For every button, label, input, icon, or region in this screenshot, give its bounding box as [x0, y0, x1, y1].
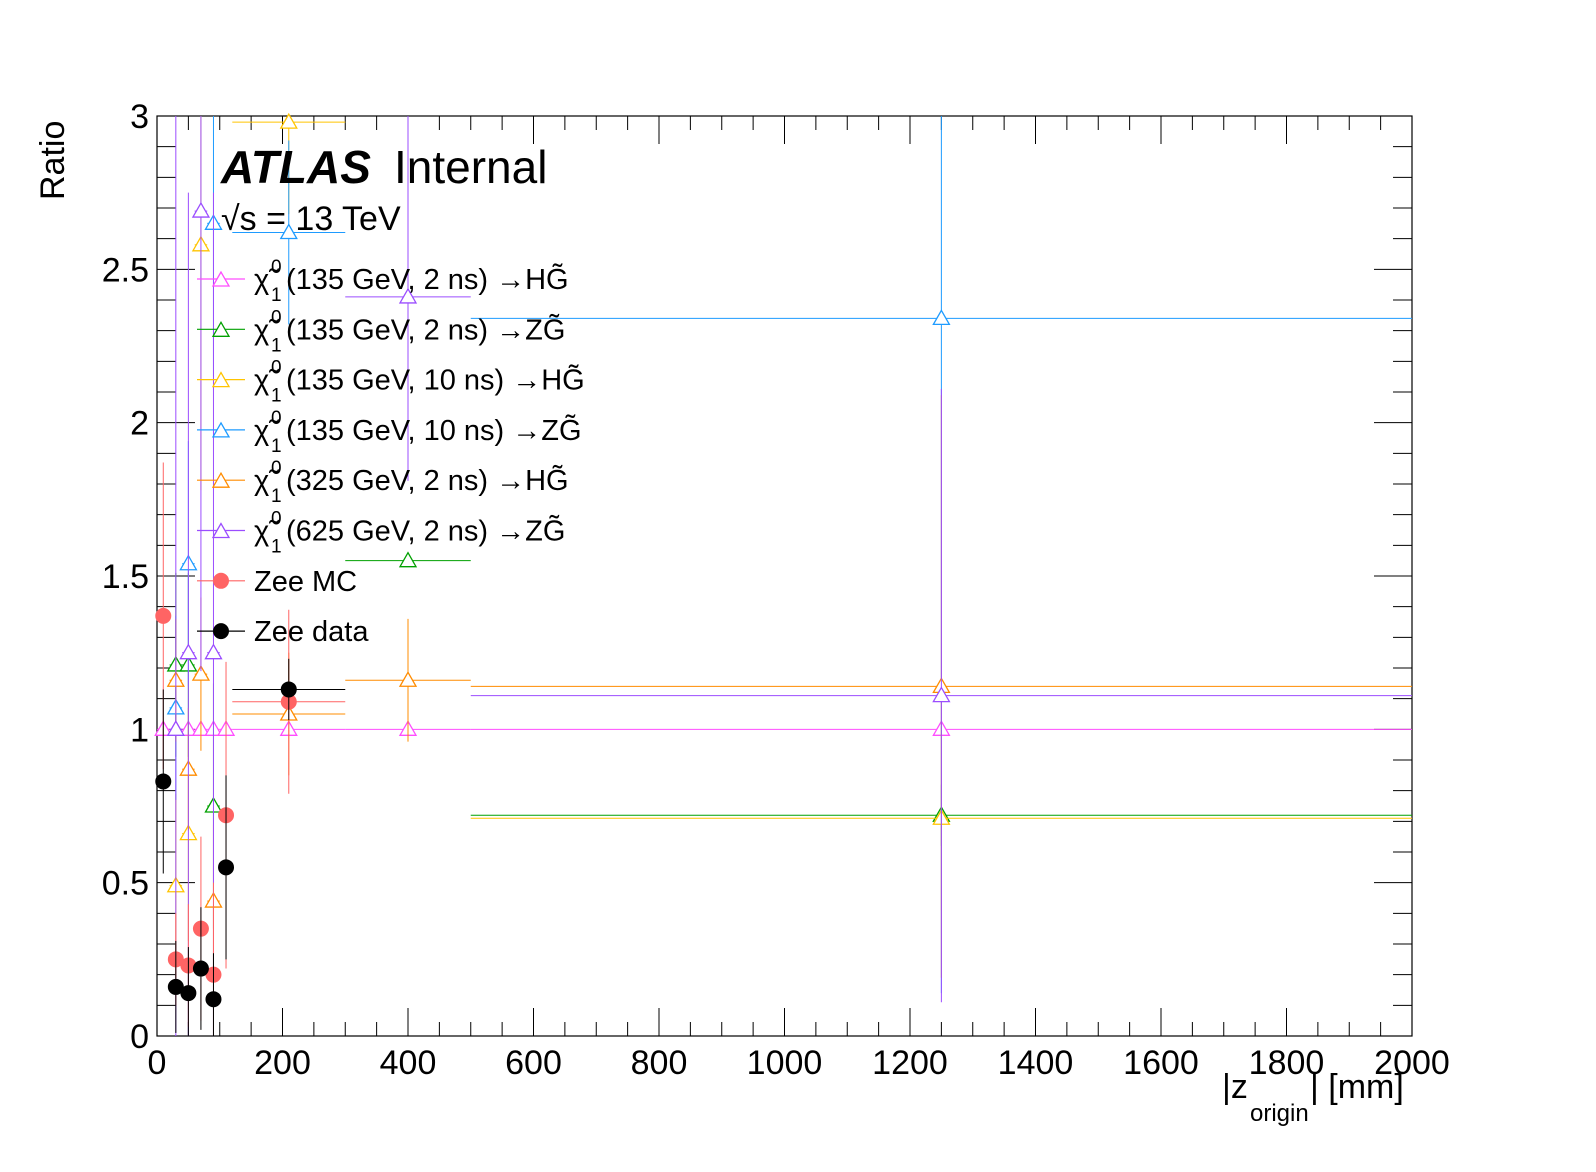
x-axis: 0 200 400 600 800 1000 1200 1400 1600 1800 2000 — [148, 116, 1450, 1082]
x-axis-title: |z origin | [mm] — [1222, 1068, 1404, 1127]
x-tick-label: 400 — [380, 1044, 437, 1082]
y-axis-title: Ratio — [34, 121, 72, 200]
data-point — [155, 607, 172, 624]
legend-label: (135 GeV, 10 ns) →ZG̃ — [286, 414, 582, 447]
series-0 — [154, 720, 1412, 736]
legend-subscript: 1 — [271, 436, 282, 457]
data-point — [218, 859, 235, 876]
x-tick-label: 1400 — [998, 1044, 1074, 1082]
data-point — [279, 223, 298, 240]
series-1 — [166, 551, 1412, 929]
legend: χ̃ 01 (135 GeV, 2 ns) →HG̃χ̃ 01 (135 GeV, 2 … — [197, 257, 585, 648]
legend-subscript: 1 — [271, 386, 282, 407]
svg-text:| [mm]: | [mm] — [1310, 1068, 1404, 1106]
legend-marker — [211, 371, 231, 388]
data-point — [398, 287, 418, 304]
data-point — [166, 720, 185, 736]
x-tick-label: 1000 — [747, 1044, 823, 1082]
data-point — [932, 309, 951, 326]
y-tick-label: 1 — [130, 711, 149, 749]
x-tick-label: 1800 — [1249, 1044, 1325, 1082]
atlas-label: ATLAS Internal — [220, 141, 547, 193]
legend-label: (135 GeV, 2 ns) →ZG̃ — [286, 313, 565, 346]
legend-superscript: 0 — [271, 408, 282, 429]
legend-marker — [211, 421, 231, 438]
legend-marker — [211, 471, 231, 488]
legend-label: (625 GeV, 2 ns) →ZG̃ — [286, 515, 565, 548]
data-point — [204, 643, 223, 660]
x-tick-label: 2000 — [1374, 1044, 1450, 1082]
legend-subscript: 1 — [271, 537, 282, 558]
x-tick-label: 800 — [631, 1044, 688, 1082]
legend-marker — [211, 522, 231, 539]
legend-subscript: 1 — [271, 335, 282, 356]
legend-label: (325 GeV, 2 ns) →HG̃ — [286, 464, 569, 497]
svg-text:ATLAS: ATLAS — [220, 141, 371, 193]
legend-label: Zee data — [254, 616, 369, 648]
legend-marker — [211, 270, 231, 287]
data-point — [180, 985, 197, 1002]
legend-label: (135 GeV, 10 ns) →HG̃ — [286, 364, 585, 397]
legend-superscript: 0 — [271, 257, 282, 278]
data-point — [192, 960, 209, 977]
data-point — [932, 686, 951, 703]
x-tick-label: 1200 — [872, 1044, 948, 1082]
legend-superscript: 0 — [271, 307, 282, 328]
data-point — [155, 773, 172, 790]
energy-label: √s = 13 TeV — [221, 200, 401, 238]
x-tick-label: 1600 — [1123, 1044, 1199, 1082]
y-tick-label: 2 — [130, 405, 149, 443]
y-tick-label: 3 — [130, 98, 149, 136]
series-6 — [155, 462, 346, 1036]
data-point — [398, 670, 418, 687]
data-point — [191, 664, 211, 681]
legend-entry: χ̃ 01 (325 GeV, 2 ns) →HG̃ — [197, 458, 569, 507]
data-series — [154, 112, 1412, 1036]
series-3 — [166, 116, 1412, 994]
legend-entry: χ̃ 01 (135 GeV, 10 ns) →HG̃ — [197, 358, 585, 407]
legend-label: Zee MC — [254, 566, 357, 598]
data-point — [279, 112, 298, 129]
data-point — [179, 643, 198, 660]
legend-subscript: 1 — [271, 486, 282, 507]
legend-superscript: 0 — [271, 458, 282, 479]
legend-entry: Zee MC — [197, 566, 357, 598]
data-point — [280, 681, 297, 698]
legend-entry: χ̃ 01 (135 GeV, 2 ns) →HG̃ — [197, 257, 569, 306]
svg-text:Internal: Internal — [394, 141, 547, 193]
svg-text:origin: origin — [1250, 1100, 1309, 1127]
x-tick-label: 200 — [254, 1044, 311, 1082]
legend-entry: χ̃ 01 (135 GeV, 2 ns) →ZG̃ — [197, 307, 565, 356]
series-7 — [155, 658, 346, 1036]
legend-entry: χ̃ 01 (135 GeV, 10 ns) →ZG̃ — [197, 408, 582, 457]
legend-subscript: 1 — [271, 285, 282, 306]
legend-entry: χ̃ 01 (625 GeV, 2 ns) →ZG̃ — [197, 509, 565, 558]
x-tick-label: 0 — [148, 1044, 167, 1082]
data-point — [205, 991, 222, 1008]
y-tick-label: 0.5 — [102, 865, 149, 903]
svg-text:|z: |z — [1222, 1068, 1248, 1106]
data-point — [398, 551, 418, 568]
legend-label: (135 GeV, 2 ns) →HG̃ — [286, 263, 569, 296]
legend-superscript: 0 — [271, 509, 282, 530]
data-point — [191, 201, 211, 218]
y-tick-label: 2.5 — [102, 251, 149, 289]
legend-entry: Zee data — [197, 616, 369, 648]
x-tick-label: 600 — [505, 1044, 562, 1082]
y-tick-label: 0 — [130, 1018, 149, 1056]
legend-marker — [213, 572, 229, 589]
legend-marker — [211, 320, 231, 337]
y-tick-label: 1.5 — [102, 558, 149, 596]
legend-superscript: 0 — [271, 358, 282, 379]
legend-marker — [213, 623, 229, 640]
